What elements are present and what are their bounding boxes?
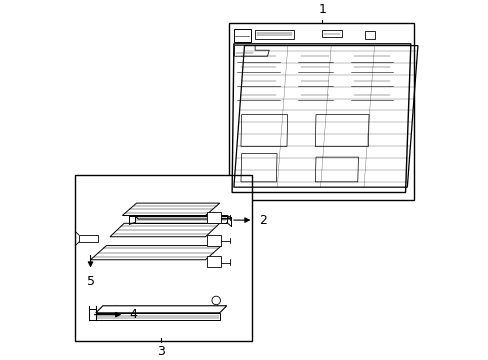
- Text: 5: 5: [86, 275, 94, 288]
- Bar: [75, 175, 251, 341]
- Bar: [228, 23, 413, 199]
- Text: 1: 1: [318, 3, 325, 16]
- Bar: [322, 30, 341, 37]
- Bar: [207, 256, 221, 267]
- Bar: [207, 212, 221, 222]
- Text: 2: 2: [258, 213, 266, 226]
- Text: 3: 3: [157, 345, 165, 358]
- Bar: [233, 28, 250, 42]
- Text: 4: 4: [129, 308, 137, 321]
- Bar: [207, 235, 221, 246]
- Bar: [364, 31, 374, 39]
